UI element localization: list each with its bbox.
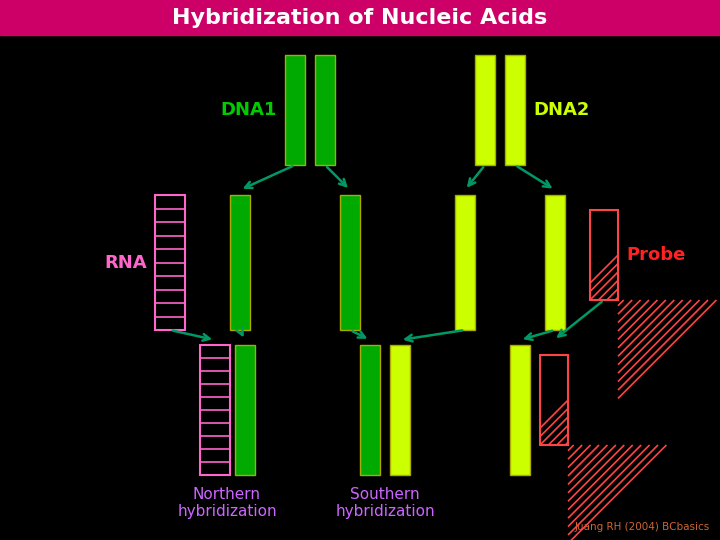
Text: Probe: Probe <box>626 246 685 264</box>
Bar <box>315 55 335 165</box>
Bar <box>360 345 380 475</box>
Bar <box>340 195 360 330</box>
Bar <box>455 195 475 330</box>
Bar <box>200 345 230 475</box>
Bar <box>155 195 185 330</box>
Bar <box>590 210 618 300</box>
Text: Hybridization of Nucleic Acids: Hybridization of Nucleic Acids <box>172 8 548 28</box>
Bar <box>475 55 495 165</box>
Text: DNA1: DNA1 <box>220 101 277 119</box>
Bar <box>390 345 410 475</box>
Bar <box>505 55 525 165</box>
Text: Southern
hybridization: Southern hybridization <box>336 487 435 519</box>
Bar <box>510 345 530 475</box>
Bar <box>235 345 255 475</box>
Text: RNA: RNA <box>104 254 147 272</box>
Bar <box>545 195 565 330</box>
Bar <box>285 55 305 165</box>
Bar <box>540 355 568 445</box>
Text: Northern
hybridization: Northern hybridization <box>177 487 276 519</box>
Bar <box>0 0 720 35</box>
Text: Juang RH (2004) BCbasics: Juang RH (2004) BCbasics <box>575 522 710 532</box>
Bar <box>230 195 250 330</box>
Text: DNA2: DNA2 <box>533 101 590 119</box>
